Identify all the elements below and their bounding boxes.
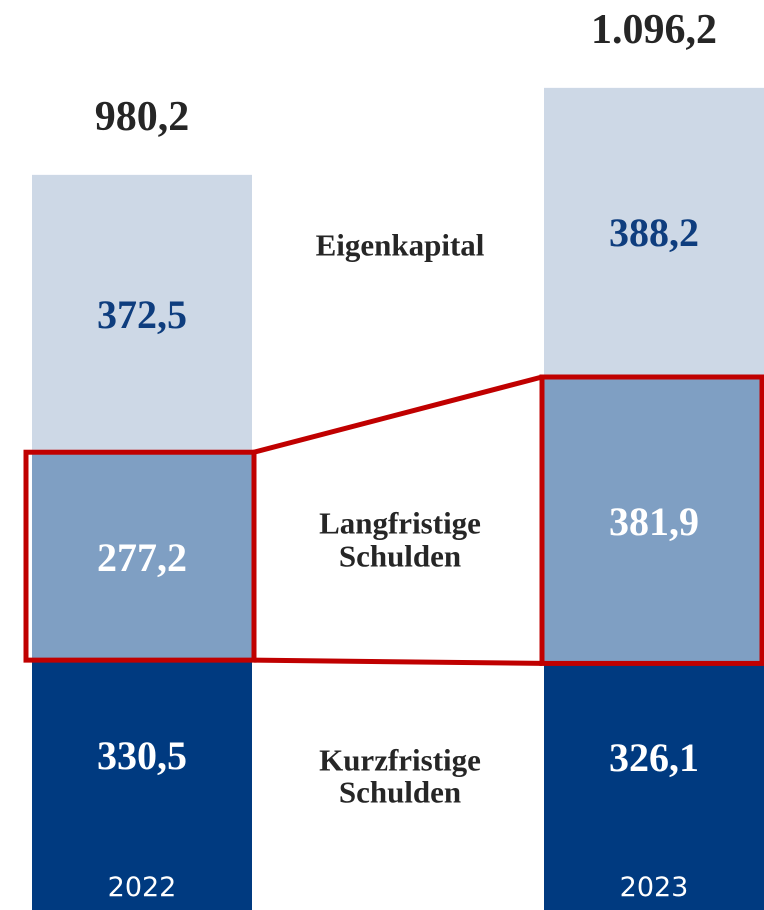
series-label: Langfristige Schulden	[319, 505, 481, 574]
bar-segment	[32, 454, 252, 663]
total-label: 980,2	[94, 93, 190, 140]
value-label: 326,1	[609, 734, 699, 780]
series-label: Kurzfristige Schulden	[319, 742, 481, 810]
value-label: 330,5	[97, 733, 187, 779]
highlight-box	[23, 449, 257, 663]
bar-segment	[544, 379, 764, 666]
value-label: 388,2	[609, 210, 699, 256]
value-label: 277,2	[97, 535, 187, 581]
total-label: 1.096,2	[591, 6, 717, 53]
bar-segment	[544, 87, 764, 379]
bar-segment	[32, 662, 252, 910]
bar-segment	[32, 174, 252, 455]
value-label: 372,5	[97, 291, 187, 337]
year-label: 2023	[619, 871, 689, 903]
highlight-box	[539, 374, 764, 666]
value-label: 381,9	[609, 499, 699, 545]
highlight-connector	[253, 374, 543, 666]
series-label: Eigenkapital	[315, 227, 485, 263]
bar-segment	[544, 665, 764, 910]
year-label: 2022	[107, 871, 177, 903]
